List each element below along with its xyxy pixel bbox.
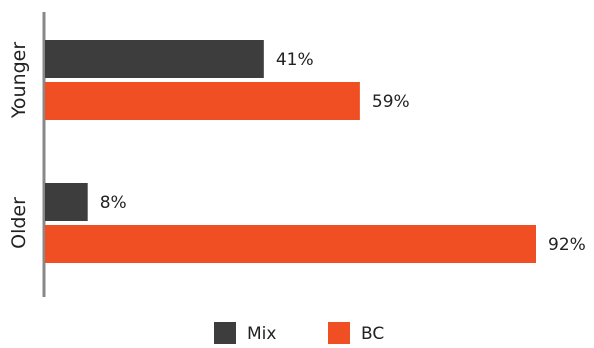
value-labels-layer: 41% 59% 8% 92% bbox=[100, 50, 586, 255]
value-label-older-bc: 92% bbox=[548, 235, 586, 255]
legend-label-bc: BC bbox=[361, 324, 384, 344]
value-label-younger-mix: 41% bbox=[276, 50, 314, 70]
value-label-older-mix: 8% bbox=[100, 193, 127, 213]
bar-older-bc bbox=[45, 225, 536, 263]
category-label-younger: Younger bbox=[8, 42, 30, 120]
bar-younger-mix bbox=[45, 40, 264, 78]
bar-younger-bc bbox=[45, 82, 360, 120]
bar-older-mix bbox=[45, 183, 88, 221]
legend-swatch-mix bbox=[214, 322, 236, 344]
value-label-younger-bc: 59% bbox=[372, 92, 410, 112]
legend-label-mix: Mix bbox=[247, 324, 276, 344]
legend: Mix BC bbox=[214, 322, 384, 344]
category-labels-layer: Younger Older bbox=[8, 42, 30, 249]
category-label-older: Older bbox=[8, 197, 30, 249]
legend-swatch-bc bbox=[328, 322, 350, 344]
bars-layer bbox=[45, 40, 536, 263]
